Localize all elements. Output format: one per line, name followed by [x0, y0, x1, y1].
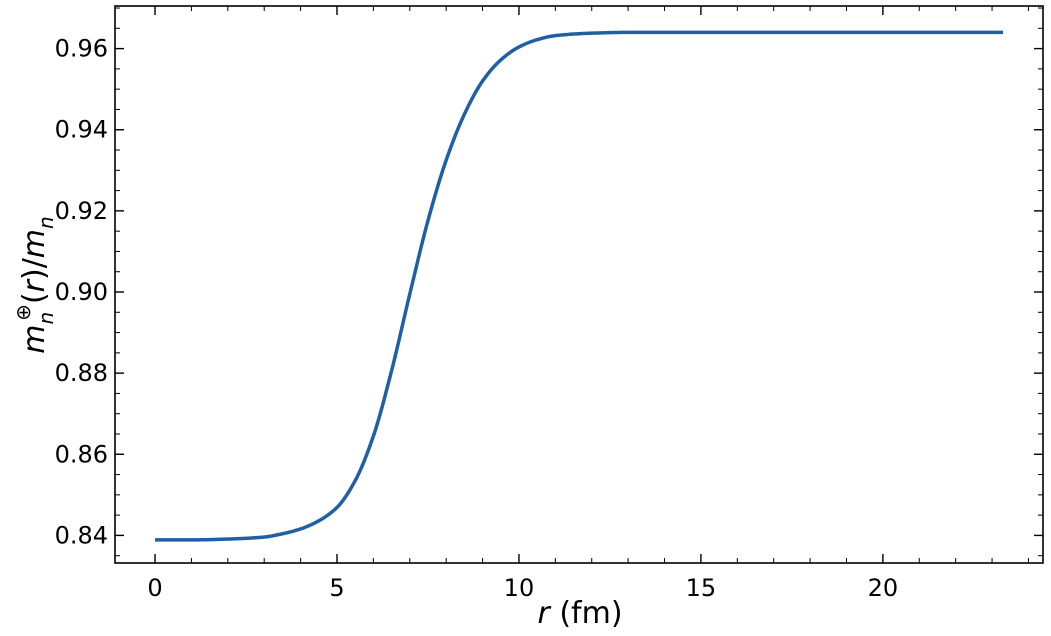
y-tick-label: 0.86: [55, 440, 108, 468]
x-tick-label: 20: [868, 574, 899, 602]
x-tick-label: 5: [329, 574, 344, 602]
y-tick-label: 0.90: [55, 278, 108, 306]
svg-text:mn⊕(r)/mn: mn⊕(r)/mn: [11, 216, 58, 353]
tick-labels: 0 5 10 15 20 0.84 0.86 0.88 0.90 0.92 0.94 0.96: [55, 35, 899, 602]
plot-frame: [114, 5, 1044, 564]
series-line: [155, 30, 1003, 542]
y-tick-label: 0.84: [55, 521, 108, 549]
y-tick-label: 0.92: [55, 197, 108, 225]
x-tick-label: 10: [504, 574, 535, 602]
x-axis-title: r (fm): [537, 596, 622, 631]
ticks: [115, 6, 1043, 563]
x-tick-label: 15: [686, 574, 717, 602]
y-tick-label: 0.94: [55, 116, 108, 144]
x-tick-label: 0: [147, 574, 162, 602]
y-tick-label: 0.88: [55, 359, 108, 387]
y-axis-title: mn⊕(r)/mn: [11, 216, 58, 353]
y-tick-label: 0.96: [55, 35, 108, 63]
